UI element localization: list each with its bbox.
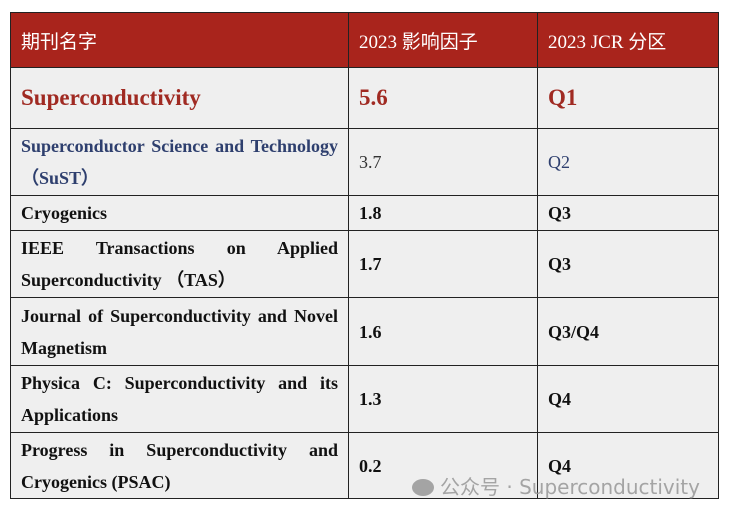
watermark-text: 公众号 · Superconductivity	[440, 475, 700, 499]
journal-name: Physica C: Superconductivity and its App…	[10, 365, 349, 433]
watermark: 公众号 · Superconductivity	[412, 471, 700, 500]
jcr-quartile: Q4	[537, 432, 719, 499]
journal-name: IEEE Transactions on Applied Superconduc…	[10, 230, 349, 298]
impact-factor: 1.3	[348, 365, 538, 433]
table-row: Superconductor Science and Technology （S…	[10, 128, 719, 196]
journal-table: 期刊名字 2023 影响因子 2023 JCR 分区 Superconducti…	[10, 12, 719, 499]
impact-factor: 3.7	[348, 128, 538, 196]
impact-factor: 1.6	[348, 297, 538, 366]
impact-factor: 0.2	[348, 432, 538, 499]
impact-factor: 1.8	[348, 195, 538, 231]
table-row: Journal of Superconductivity and Novel M…	[10, 297, 719, 366]
table-row: Physica C: Superconductivity and its App…	[10, 365, 719, 433]
jcr-quartile: Q3	[537, 230, 719, 298]
impact-factor: 1.7	[348, 230, 538, 298]
journal-name: Cryogenics	[10, 195, 349, 231]
jcr-quartile: Q3/Q4	[537, 297, 719, 366]
jcr-quartile: Q2	[537, 128, 719, 196]
wechat-icon	[412, 479, 434, 496]
header-impact: 2023 影响因子	[348, 12, 538, 68]
table-row: Progress in Superconductivity and Cryoge…	[10, 432, 719, 499]
impact-factor: 5.6	[348, 67, 538, 129]
header-jcr: 2023 JCR 分区	[537, 12, 719, 68]
journal-name: Superconductor Science and Technology （S…	[10, 128, 349, 196]
jcr-quartile: Q1	[537, 67, 719, 129]
jcr-quartile: Q4	[537, 365, 719, 433]
journal-name: Journal of Superconductivity and Novel M…	[10, 297, 349, 366]
header-name: 期刊名字	[10, 12, 349, 68]
jcr-quartile: Q3	[537, 195, 719, 231]
journal-name: Superconductivity	[10, 67, 349, 129]
table-header: 期刊名字 2023 影响因子 2023 JCR 分区	[10, 12, 719, 68]
table-row: IEEE Transactions on Applied Superconduc…	[10, 230, 719, 298]
journal-name: Progress in Superconductivity and Cryoge…	[10, 432, 349, 499]
table-row: Cryogenics 1.8 Q3	[10, 195, 719, 231]
table-row: Superconductivity 5.6 Q1	[10, 67, 719, 129]
